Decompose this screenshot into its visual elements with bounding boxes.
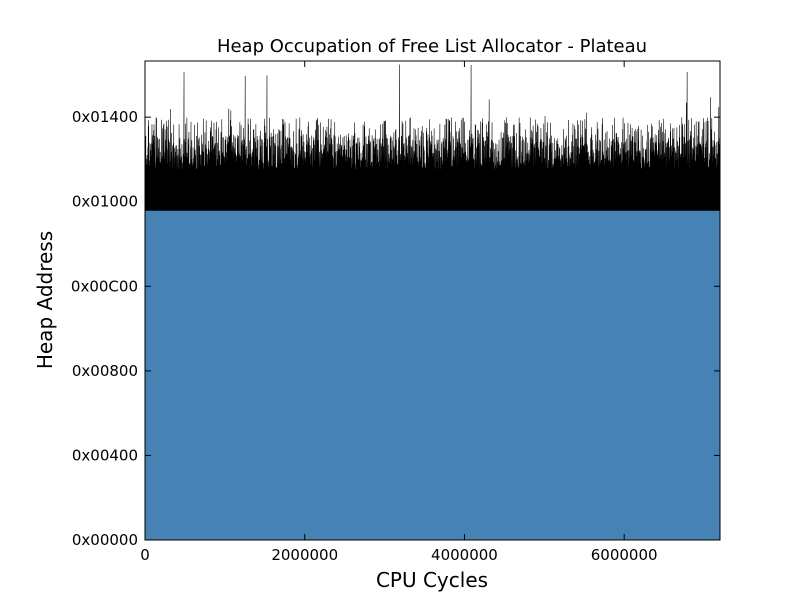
y-tick-label: 0x00C00 <box>71 277 138 295</box>
fluctuation-band <box>144 64 721 211</box>
x-tick-label: 6000000 <box>591 546 658 564</box>
chart-title: Heap Occupation of Free List Allocator -… <box>217 36 647 57</box>
y-tick-label: 0x00800 <box>72 362 138 380</box>
x-tick-label: 4000000 <box>431 546 498 564</box>
occupied-area <box>145 210 720 541</box>
y-axis-label: Heap Address <box>33 231 57 369</box>
x-axis-label: CPU Cycles <box>376 568 488 592</box>
y-tick-label: 0x00000 <box>72 531 138 549</box>
y-tick-label: 0x01400 <box>72 108 138 126</box>
y-tick-label: 0x01000 <box>72 193 138 211</box>
plot-frame <box>144 60 721 541</box>
x-tick-label: 0 <box>140 546 150 564</box>
y-tick-label: 0x00400 <box>72 446 138 464</box>
x-tick-label: 2000000 <box>271 546 338 564</box>
